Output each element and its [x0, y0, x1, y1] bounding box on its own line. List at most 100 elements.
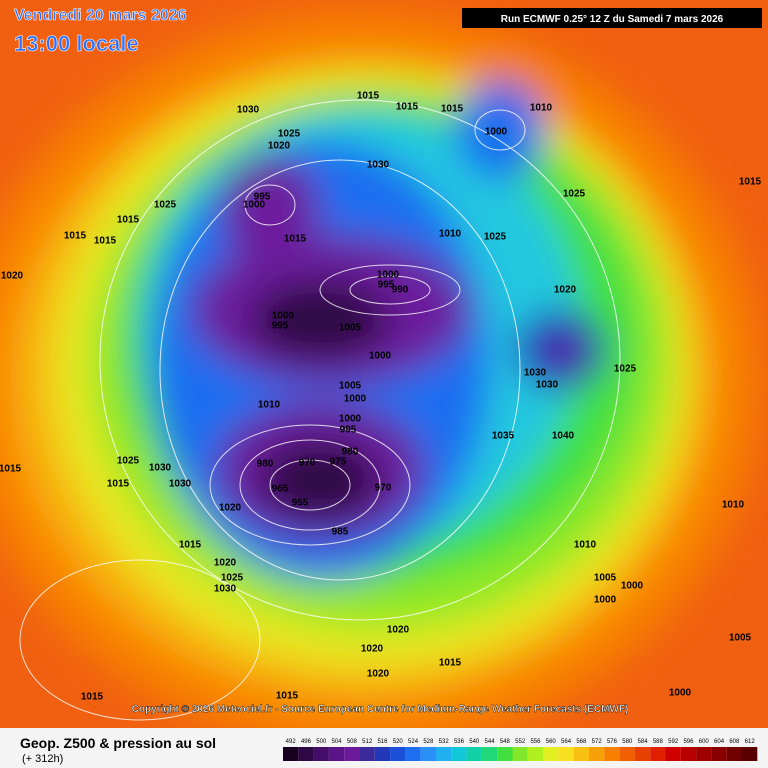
- colorbar-label: 604: [714, 739, 725, 745]
- colorbar-label: 516: [377, 739, 388, 745]
- pressure-label: 1015: [64, 231, 87, 242]
- colorbar-label: 524: [408, 739, 419, 745]
- pressure-label: 1005: [339, 323, 362, 334]
- footer-lead: (+ 312h): [22, 753, 63, 765]
- pressure-label: 1010: [439, 229, 462, 240]
- pressure-label: 1000: [369, 351, 392, 362]
- pressure-label: 1025: [154, 200, 177, 211]
- pressure-label: 1030: [214, 584, 237, 595]
- pressure-label: 1030: [536, 380, 559, 391]
- colorbar-label: 568: [576, 739, 587, 745]
- colorbar-label: 600: [699, 739, 710, 745]
- pressure-label: 1025: [221, 573, 244, 584]
- colorbar-swatch: [328, 747, 345, 761]
- pressure-label: 1000: [344, 394, 367, 405]
- colorbar-label: 496: [301, 739, 312, 745]
- pressure-label: 1015: [0, 464, 22, 475]
- colorbar-swatch: [680, 747, 697, 761]
- pressure-label: 1030: [169, 479, 192, 490]
- colorbar-swatch: [558, 747, 574, 761]
- pressure-label: 1015: [94, 236, 117, 247]
- pressure-label: 995: [340, 425, 357, 436]
- pressure-label: 985: [332, 527, 349, 538]
- footer-title: Geop. Z500 & pression au sol: [20, 735, 216, 751]
- pressure-label: 1015: [284, 234, 307, 245]
- pressure-label: 1025: [614, 364, 637, 375]
- pressure-label: 1005: [339, 381, 362, 392]
- pressure-label: 1025: [278, 129, 301, 140]
- copyright: Copyright © 2026 Meteociel.fr - Source E…: [132, 704, 629, 715]
- pressure-label: 980: [342, 447, 359, 458]
- colorbar-swatch: [298, 747, 314, 761]
- colorbar-swatch: [696, 747, 712, 761]
- pressure-label: 995: [378, 280, 395, 291]
- colorbar-label: 532: [439, 739, 450, 745]
- pressure-label: 1015: [179, 540, 202, 551]
- geopotential-field: [0, 10, 760, 750]
- pressure-label: 995: [272, 321, 289, 332]
- colorbar-label: 520: [393, 739, 404, 745]
- pressure-label: 1020: [367, 669, 390, 680]
- pressure-label: 1005: [729, 633, 752, 644]
- colorbar-label: 612: [745, 739, 756, 745]
- colorbar-swatch: [344, 747, 360, 761]
- pressure-label: 1030: [149, 463, 172, 474]
- pressure-label: 955: [292, 498, 309, 509]
- colorbar-swatch: [436, 747, 452, 761]
- pressure-label: 1015: [107, 479, 130, 490]
- colorbar-swatch: [543, 747, 559, 761]
- pressure-label: 1015: [357, 91, 380, 102]
- pressure-label: 1010: [258, 400, 281, 411]
- pressure-label: 995: [254, 192, 271, 203]
- colorbar: 492 496 500 504 508 512 516 520 524 528 532 536 540 5…: [283, 739, 758, 761]
- pressure-label: 1030: [524, 368, 547, 379]
- pressure-label: 1000: [243, 200, 266, 211]
- pressure-label: 1000: [339, 414, 362, 425]
- pressure-label: 1015: [117, 215, 140, 226]
- colorbar-swatch: [374, 747, 391, 761]
- colorbar-swatch: [466, 747, 482, 761]
- colorbar-label: 576: [607, 739, 618, 745]
- pressure-label: 980: [257, 459, 274, 470]
- pressure-label: 1025: [484, 232, 507, 243]
- run-info: Run ECMWF 0.25° 12 Z du Samedi 7 mars 20…: [501, 14, 724, 25]
- colorbar-swatch: [711, 747, 727, 761]
- colorbar-label: 580: [622, 739, 633, 745]
- pressure-label: 1035: [492, 431, 515, 442]
- colorbar-swatch: [481, 747, 498, 761]
- pressure-label: 1000: [621, 581, 644, 592]
- colorbar-label: 504: [332, 739, 343, 745]
- colorbar-swatch: [313, 747, 329, 761]
- pressure-label: 1005: [594, 573, 617, 584]
- pressure-label: 1020: [1, 271, 24, 282]
- colorbar-swatch: [359, 747, 375, 761]
- pressure-label: 1020: [361, 644, 384, 655]
- pressure-label: 1020: [554, 285, 577, 296]
- colorbar-label: 564: [561, 739, 572, 745]
- colorbar-swatch: [650, 747, 666, 761]
- pressure-label: 1030: [237, 105, 260, 116]
- pressure-label: 1000: [272, 311, 295, 322]
- pressure-label: 1020: [387, 625, 410, 636]
- colorbar-swatch: [604, 747, 620, 761]
- colorbar-label: 540: [469, 739, 480, 745]
- pressure-label: 1000: [669, 688, 692, 699]
- colorbar-swatch: [726, 747, 742, 761]
- pressure-label: 1010: [574, 540, 597, 551]
- pressure-label: 1010: [722, 500, 745, 511]
- pressure-label: 965: [272, 484, 289, 495]
- colorbar-label: 508: [347, 739, 358, 745]
- colorbar-label: 548: [500, 739, 511, 745]
- pressure-label: 970: [375, 483, 392, 494]
- colorbar-swatch: [589, 747, 605, 761]
- pressure-label: 970: [299, 458, 316, 469]
- pressure-label: 1000: [594, 595, 617, 606]
- colorbar-swatch: [405, 747, 421, 761]
- colorbar-label: 536: [454, 739, 465, 745]
- pressure-label: 990: [392, 285, 409, 296]
- colorbar-label: 528: [423, 739, 434, 745]
- colorbar-swatch: [527, 747, 544, 761]
- colorbar-swatch: [390, 747, 406, 761]
